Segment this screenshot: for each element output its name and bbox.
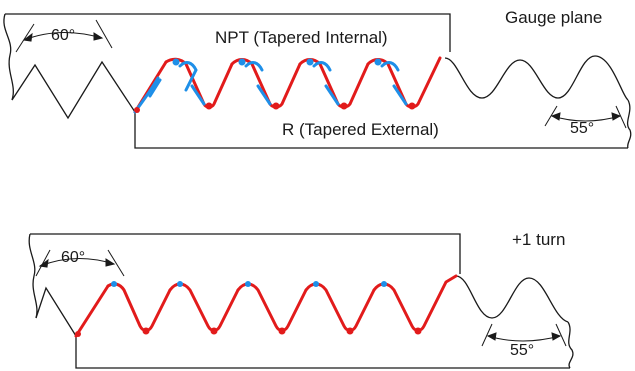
top-npt-angle-dimension xyxy=(15,19,113,53)
top-npt-angle-label: 60° xyxy=(51,27,75,44)
npt-internal-label: NPT (Tapered Internal) xyxy=(215,28,388,47)
top-crest-fills xyxy=(134,58,416,113)
top-panel: 60° 55° NPT (Tapered Internal) R (Tapere… xyxy=(3,8,632,149)
r-external-outline xyxy=(134,55,632,149)
bottom-thread-engagement xyxy=(74,274,458,338)
top-thread-engagement xyxy=(133,56,442,114)
bottom-r-angle-label: 55° xyxy=(510,342,534,359)
bottom-npt-angle-dimension xyxy=(35,249,125,277)
bottom-teeth-npt xyxy=(74,274,458,338)
plus-one-turn-label: +1 turn xyxy=(512,230,565,249)
top-r-angle-label: 55° xyxy=(570,120,594,137)
bottom-npt-internal-outline xyxy=(28,233,461,337)
bottom-r-external-outline xyxy=(75,275,574,369)
bottom-npt-angle-label: 60° xyxy=(61,249,85,266)
bottom-crest-fills xyxy=(75,281,422,337)
top-teeth-npt xyxy=(164,56,442,109)
npt-internal-outline xyxy=(3,13,451,120)
bottom-panel: 60° 55° +1 turn xyxy=(28,230,574,369)
bottom-r-angle-dimension xyxy=(481,323,567,347)
gauge-plane-label: Gauge plane xyxy=(505,8,602,27)
top-r-angle-dimension xyxy=(544,105,627,129)
top-teeth-r xyxy=(148,61,408,106)
r-external-label: R (Tapered External) xyxy=(282,120,439,139)
top-r-flank xyxy=(133,76,160,114)
